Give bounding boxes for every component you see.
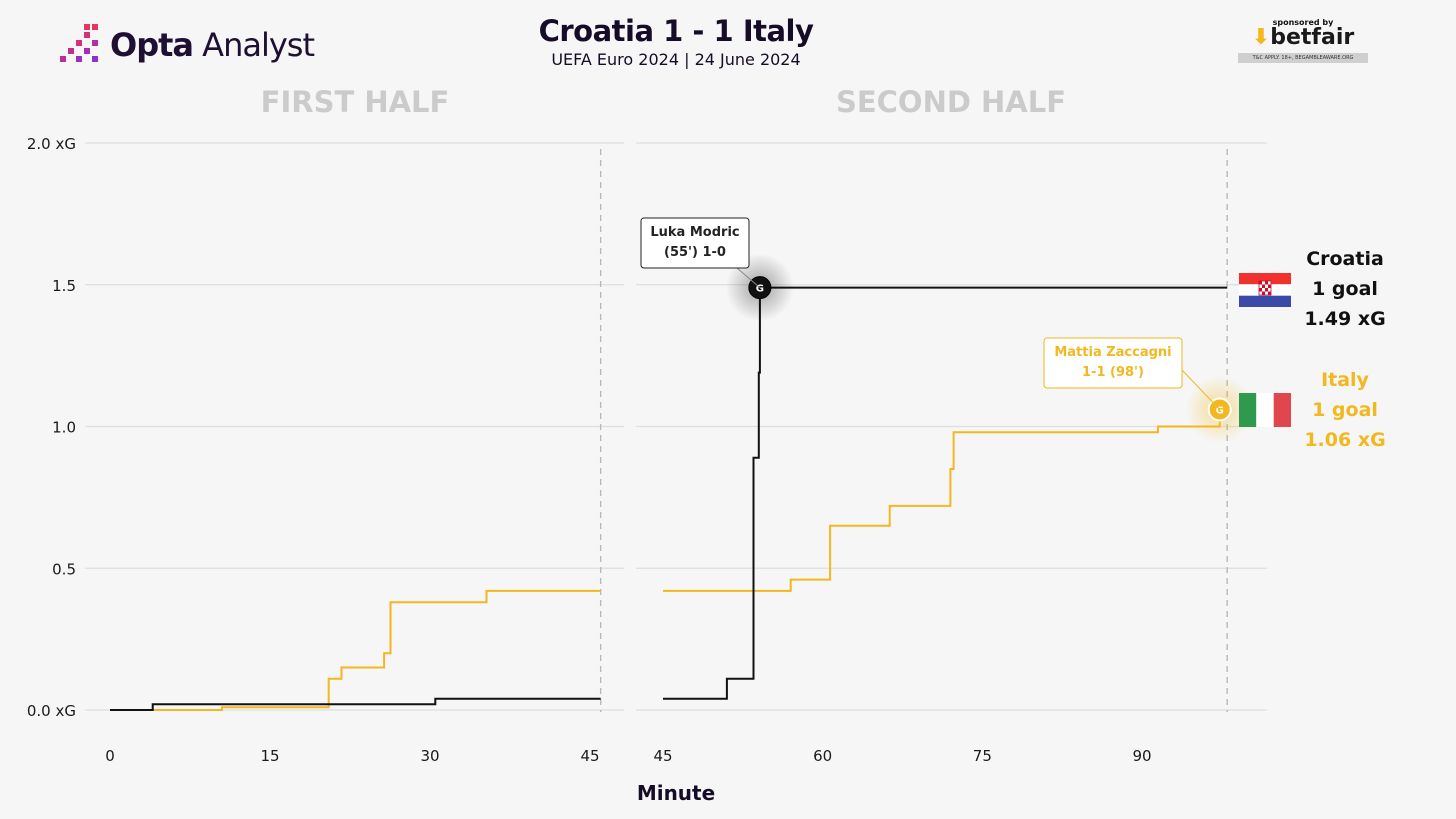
- italy-name: Italy: [1321, 369, 1369, 391]
- italy-xg-line: [663, 408, 1228, 592]
- y-tick-label: 2.0 xG: [27, 135, 76, 153]
- annotation-text: Luka Modric: [650, 225, 739, 240]
- x-tick-label: 60: [813, 747, 832, 765]
- x-tick-label: 45: [653, 747, 672, 765]
- croatia-goals: 1 goal: [1312, 278, 1378, 300]
- croatia-flag-icon: [1239, 273, 1291, 307]
- x-tick-label: 75: [973, 747, 992, 765]
- sponsor-terms: T&C APPLY. 18+, BEGAMBLEAWARE.ORG: [1238, 53, 1368, 63]
- chart-subtitle: UEFA Euro 2024 | 24 June 2024: [551, 50, 801, 69]
- y-tick-label: 0.5: [52, 560, 76, 578]
- goal-marker-label: G: [756, 284, 764, 295]
- italy-xg-line: [152, 589, 601, 711]
- y-tick-label: 0.0 xG: [27, 702, 76, 720]
- x-tick-label: 30: [420, 747, 439, 765]
- italy-xg: 1.06 xG: [1304, 429, 1386, 451]
- croatia-xg: 1.49 xG: [1304, 308, 1386, 330]
- annotation-leader: [1181, 369, 1221, 410]
- half-label: SECOND HALF: [836, 85, 1066, 119]
- croatia-name: Croatia: [1306, 248, 1384, 270]
- annotation-box: [640, 217, 750, 269]
- croatia-xg-line: [110, 697, 601, 711]
- x-tick-label: 45: [580, 747, 599, 765]
- opta-analyst-wordmark: Opta Analyst: [110, 26, 315, 64]
- x-tick-label: 15: [260, 747, 279, 765]
- goal-marker-label: G: [1216, 405, 1224, 416]
- x-tick-label: 0: [105, 747, 115, 765]
- betfair-arrow-icon: ⬇: [1251, 25, 1271, 50]
- x-tick-label: 90: [1132, 747, 1151, 765]
- half-label: FIRST HALF: [261, 85, 450, 119]
- opta-logo-icon: [60, 24, 98, 62]
- chart-title: Croatia 1 - 1 Italy: [538, 14, 814, 48]
- annotation-text: Mattia Zaccagni: [1054, 345, 1171, 360]
- y-tick-label: 1.0: [52, 419, 76, 437]
- italy-goals: 1 goal: [1312, 399, 1378, 421]
- sponsor-badge: sponsored by ⬇betfair T&C APPLY. 18+, BE…: [1238, 18, 1368, 63]
- annotation-box: [1043, 337, 1183, 389]
- betfair-logo: ⬇betfair: [1251, 25, 1355, 50]
- sponsor-by-label: sponsored by: [1272, 18, 1334, 27]
- italy-flag-icon: [1239, 393, 1291, 427]
- y-tick-label: 1.5: [52, 277, 76, 295]
- italy-summary: Italy 1 goal 1.06 xG: [1285, 365, 1405, 455]
- annotation-leader: [736, 267, 761, 288]
- annotation-text: (55') 1-0: [664, 245, 726, 260]
- croatia-summary: Croatia 1 goal 1.49 xG: [1285, 244, 1405, 334]
- x-axis-title: Minute: [637, 781, 715, 805]
- annotation-text: 1-1 (98'): [1082, 365, 1144, 380]
- croatia-xg-line: [663, 286, 1228, 700]
